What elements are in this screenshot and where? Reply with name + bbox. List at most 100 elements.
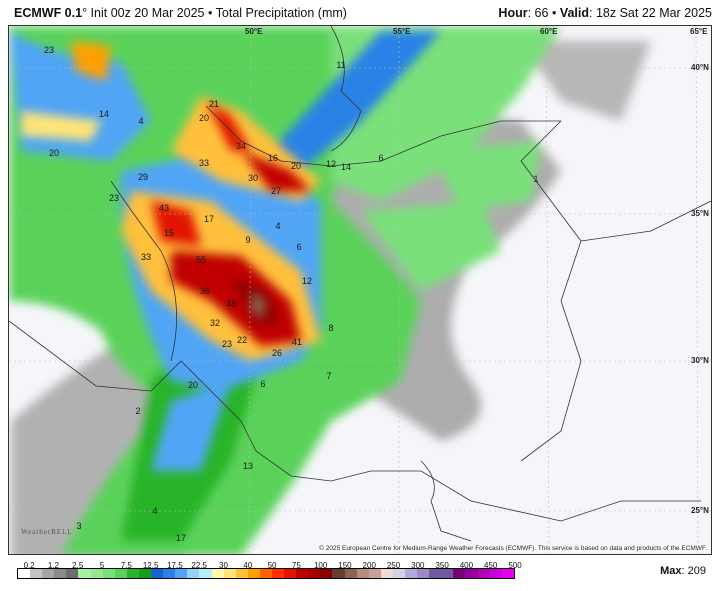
legend-swatch — [66, 569, 79, 578]
forecast-hour: 66 — [534, 6, 549, 20]
precip-value-label: 11 — [336, 60, 346, 70]
precip-value-label: 26 — [271, 348, 283, 358]
precip-value-label: 23 — [43, 45, 55, 55]
longitude-label: 65°E — [690, 27, 708, 36]
legend-tick-label: 0.2 — [23, 561, 35, 570]
precip-value-label: 20 — [198, 113, 210, 123]
latitude-label: 40°N — [691, 63, 709, 72]
precip-value-label: 14 — [340, 162, 352, 172]
watermark: WeatherBELL — [21, 528, 73, 536]
max-label: Max — [660, 565, 682, 577]
legend-tick-label: 300 — [411, 561, 425, 570]
precip-value-label: 4 — [275, 221, 281, 231]
max-value: Max: 209 — [660, 565, 706, 577]
precip-value-label: 6 — [260, 379, 266, 389]
legend-tick-label: 250 — [386, 561, 401, 570]
legend-swatch — [102, 569, 115, 578]
legend-swatch — [138, 569, 152, 578]
legend-tick-label: 450 — [484, 561, 498, 570]
valid-label: Valid — [559, 6, 589, 20]
legend-tick-label: 400 — [459, 561, 474, 570]
legend-swatch — [368, 569, 381, 578]
degree-symbol: ° — [82, 6, 88, 20]
valid-time-info: Hour: 66 • Valid: 18z Sat 22 Mar 2025 — [498, 6, 712, 20]
precip-value-label: 48 — [225, 299, 237, 309]
legend-swatch — [417, 569, 430, 578]
longitude-label: 50°E — [245, 27, 263, 36]
legend-swatch — [453, 569, 466, 578]
precip-value-label: 7 — [326, 371, 332, 381]
legend-swatch — [18, 569, 31, 578]
legend-colorbar — [17, 568, 515, 579]
legend-swatch — [151, 569, 164, 578]
legend-swatch — [223, 569, 236, 578]
legend-tick-label: 12.5 — [142, 561, 159, 570]
precip-value-label: 27 — [270, 186, 282, 196]
legend-swatch — [211, 569, 224, 578]
legend-swatch — [163, 569, 176, 578]
legend-swatch — [380, 569, 393, 578]
precip-value-label: 17 — [175, 533, 187, 543]
legend-swatch — [356, 569, 369, 578]
legend-swatch — [175, 569, 188, 578]
latitude-label: 30°N — [691, 356, 709, 365]
precip-value-label: 20 — [187, 380, 199, 390]
legend-swatch — [465, 569, 478, 578]
longitude-label: 60°E — [540, 27, 558, 36]
borders — [9, 26, 711, 542]
legend-swatch — [114, 569, 127, 578]
precipitation-map[interactable]: 50°E 55°E 60°E 65°E 40°N 35°N 30°N 25°N 23 14 4 20… — [8, 25, 712, 555]
separator: • — [551, 6, 557, 20]
precip-value-label: 21 — [208, 99, 220, 109]
legend-tick-label: 22.5 — [191, 561, 207, 570]
latitude-label: 25°N — [691, 506, 709, 515]
precip-value-label: 14 — [98, 109, 110, 119]
precip-value-label: 15 — [163, 228, 175, 238]
legend-swatch — [259, 569, 272, 578]
hour-label: Hour — [498, 6, 528, 20]
legend-tick-label: 350 — [435, 561, 449, 570]
precip-value-label: 9 — [245, 235, 251, 245]
precip-value-label: 41 — [291, 337, 303, 347]
precip-value-label: 16 — [267, 153, 279, 163]
precip-value-label: 4 — [138, 116, 144, 126]
legend-swatch — [199, 569, 212, 578]
copyright-notice: © 2025 European Centre for Medium-Range … — [319, 545, 707, 552]
precip-value-label: 36 — [199, 286, 211, 296]
legend-tick-label: 100 — [313, 561, 328, 570]
precip-value-label: 1 — [533, 174, 539, 184]
precip-value-label: 20 — [290, 161, 302, 171]
precip-value-label: 22 — [236, 335, 248, 345]
precip-value-label: 12 — [325, 159, 337, 169]
precip-value-label: 2 — [135, 406, 141, 416]
precip-value-label: 23 — [108, 193, 120, 203]
precip-value-label: 55 — [195, 255, 207, 265]
legend-swatch — [308, 569, 321, 578]
legend-labels: 0.2 1.2 2.5 5 7.5 12.5 17.5 22.5 30 40 50 75 100 150 2… — [17, 561, 522, 571]
legend-swatch — [187, 569, 200, 578]
legend-swatch — [271, 569, 285, 578]
precip-value-label: 32 — [209, 318, 221, 328]
precip-value-label: 6 — [296, 242, 302, 252]
legend-swatch — [441, 569, 454, 578]
legend-swatch — [284, 569, 297, 578]
legend-swatch — [332, 569, 345, 578]
max-number: 209 — [687, 565, 706, 577]
latitude-label: 35°N — [691, 209, 709, 218]
precip-value-label: 34 — [235, 141, 247, 151]
init-time: Init 00z 20 Mar 2025 — [90, 6, 205, 20]
legend-swatch — [54, 569, 67, 578]
map-title: ECMWF 0.1° Init 00z 20 Mar 2025 • Total … — [14, 6, 347, 20]
model-name: ECMWF 0.1 — [14, 6, 83, 20]
legend-swatch — [392, 569, 405, 578]
legend-tick-label: 200 — [362, 561, 376, 570]
precip-value-label: 20 — [48, 148, 60, 158]
separator: • — [208, 6, 213, 20]
legend-swatch — [42, 569, 55, 578]
legend-swatch — [296, 569, 309, 578]
precip-value-label: 8 — [328, 323, 334, 333]
legend-swatch — [429, 569, 442, 578]
legend-swatch — [78, 569, 91, 578]
legend-swatch — [126, 569, 139, 578]
precip-value-label: 4 — [152, 506, 158, 516]
